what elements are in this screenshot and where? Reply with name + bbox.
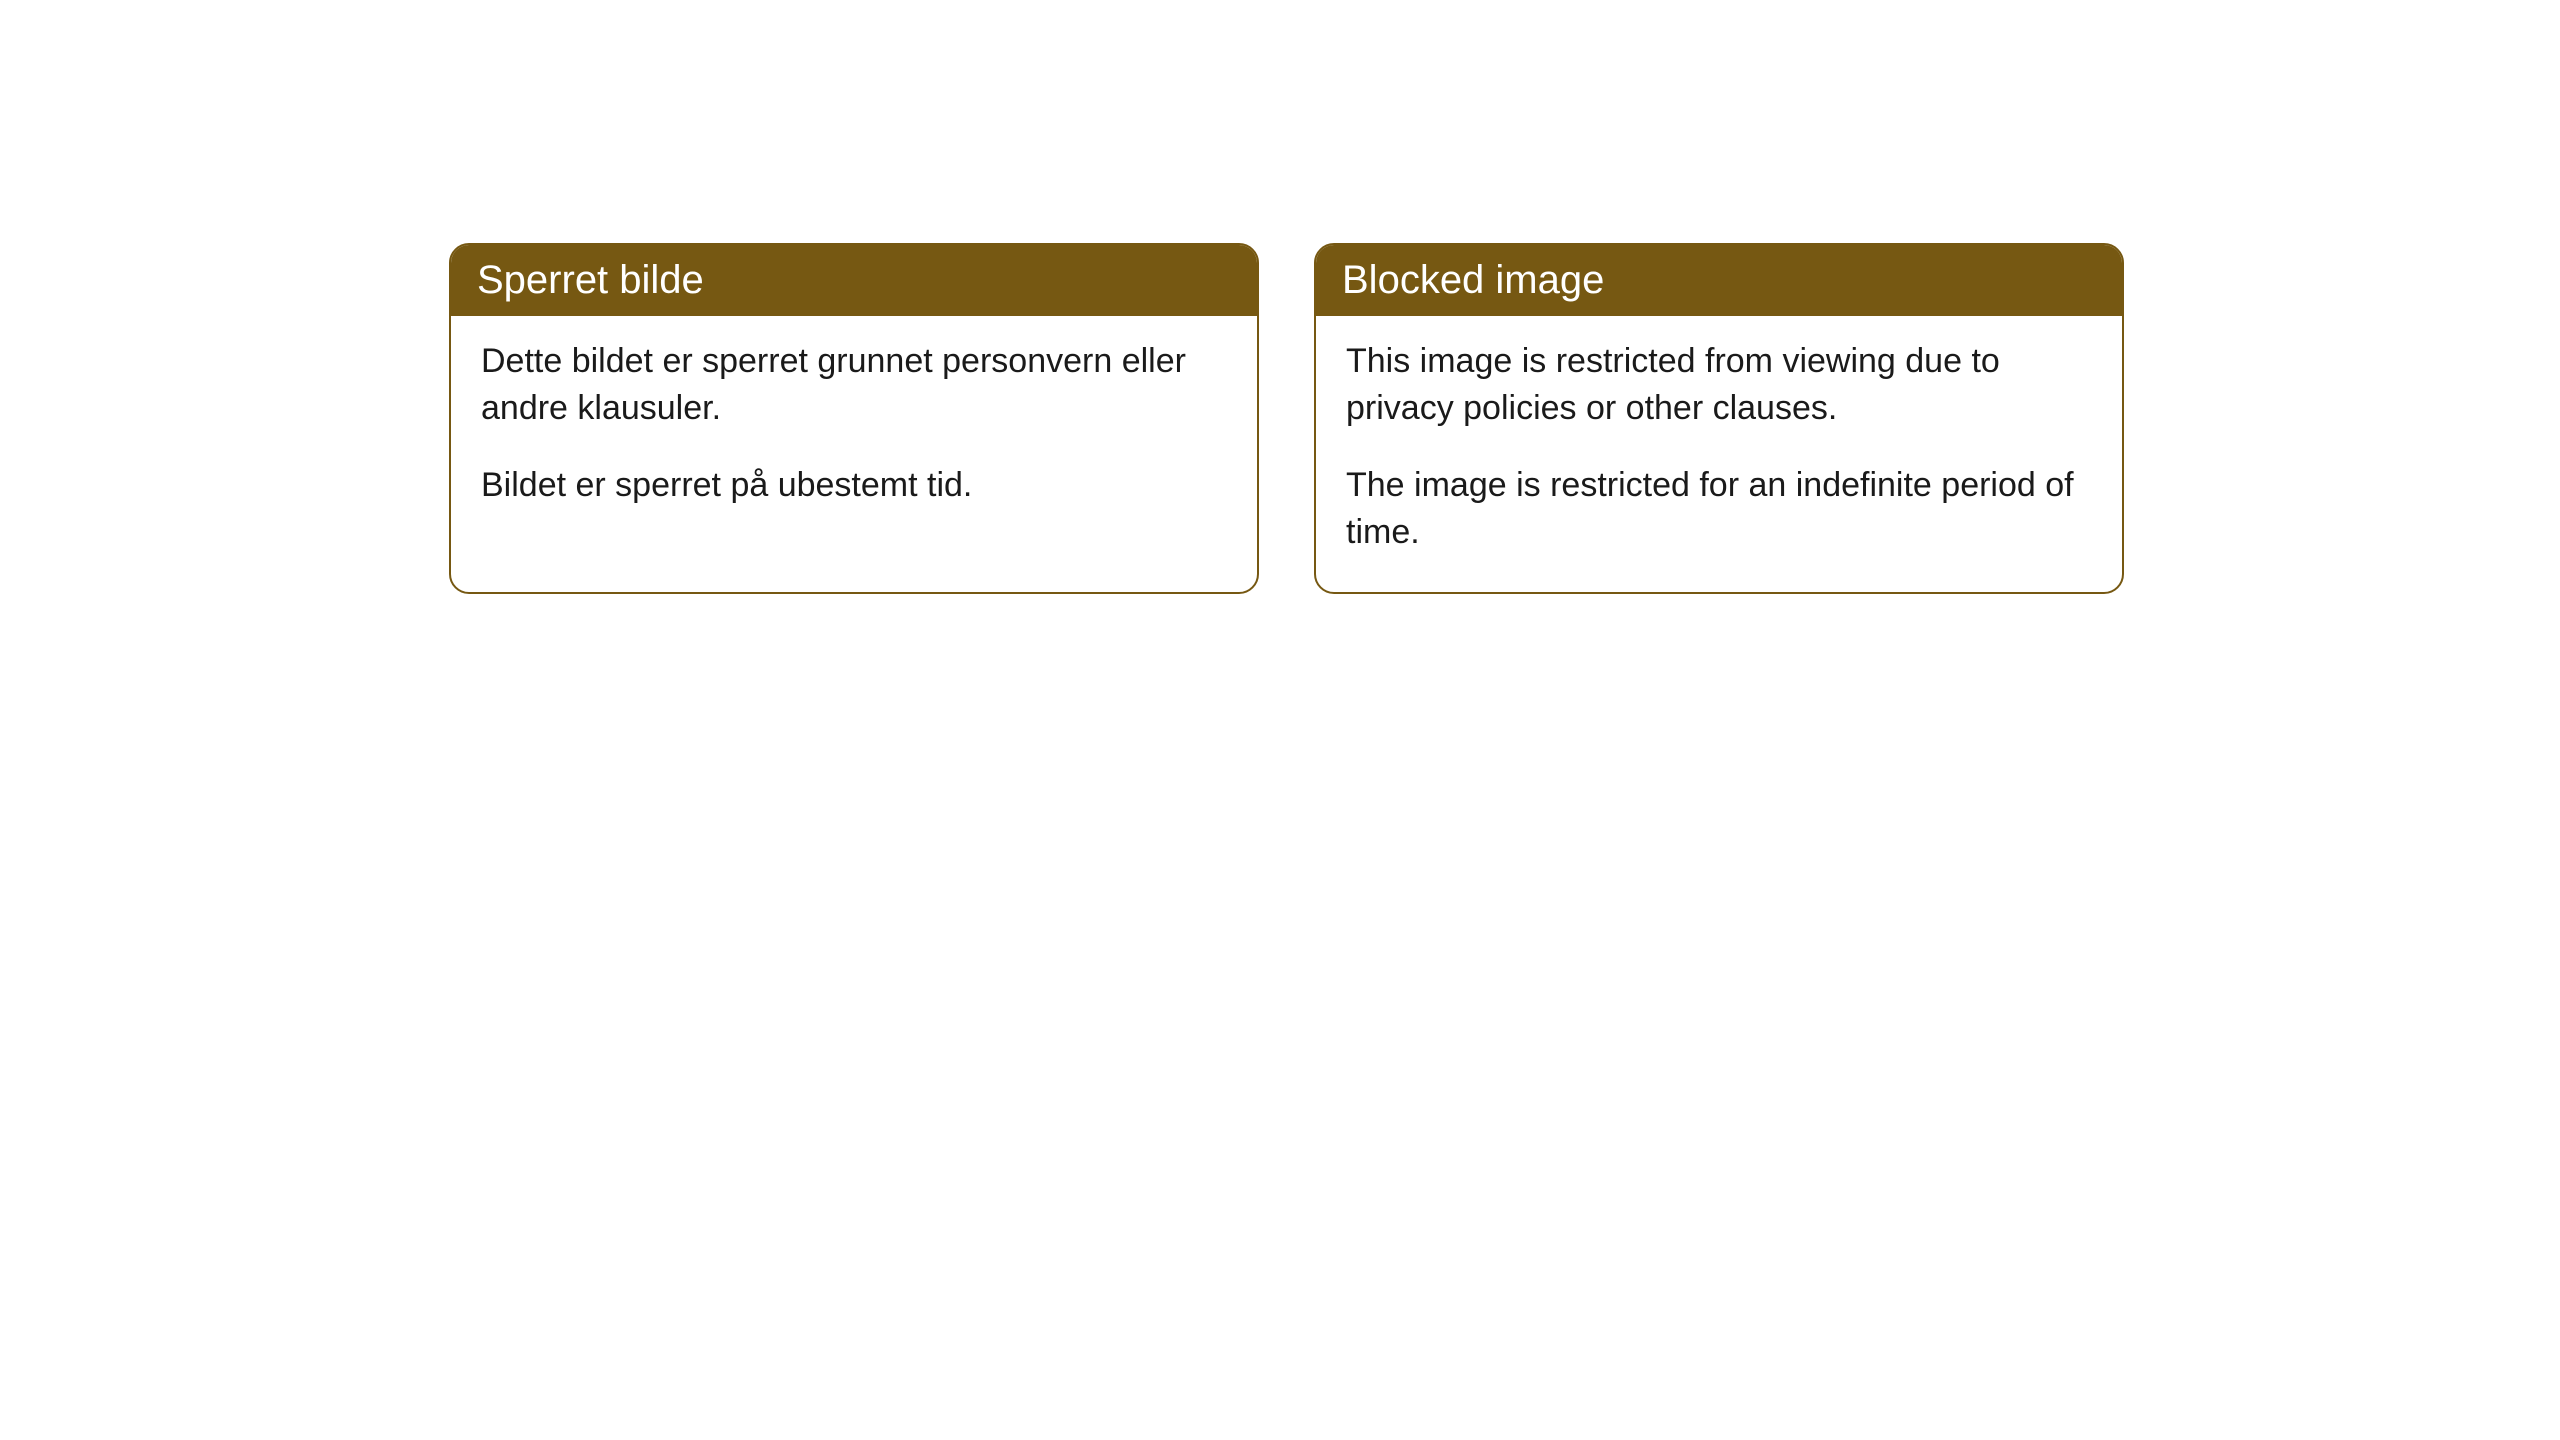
card-paragraph-2-norwegian: Bildet er sperret på ubestemt tid. bbox=[481, 462, 1227, 509]
card-paragraph-1-english: This image is restricted from viewing du… bbox=[1346, 338, 2092, 432]
card-header-norwegian: Sperret bilde bbox=[451, 245, 1257, 316]
card-body-english: This image is restricted from viewing du… bbox=[1316, 316, 2122, 592]
card-header-english: Blocked image bbox=[1316, 245, 2122, 316]
cards-container: Sperret bilde Dette bildet er sperret gr… bbox=[449, 243, 2124, 594]
card-english: Blocked image This image is restricted f… bbox=[1314, 243, 2124, 594]
card-paragraph-1-norwegian: Dette bildet er sperret grunnet personve… bbox=[481, 338, 1227, 432]
card-body-norwegian: Dette bildet er sperret grunnet personve… bbox=[451, 316, 1257, 545]
card-norwegian: Sperret bilde Dette bildet er sperret gr… bbox=[449, 243, 1259, 594]
card-paragraph-2-english: The image is restricted for an indefinit… bbox=[1346, 462, 2092, 556]
